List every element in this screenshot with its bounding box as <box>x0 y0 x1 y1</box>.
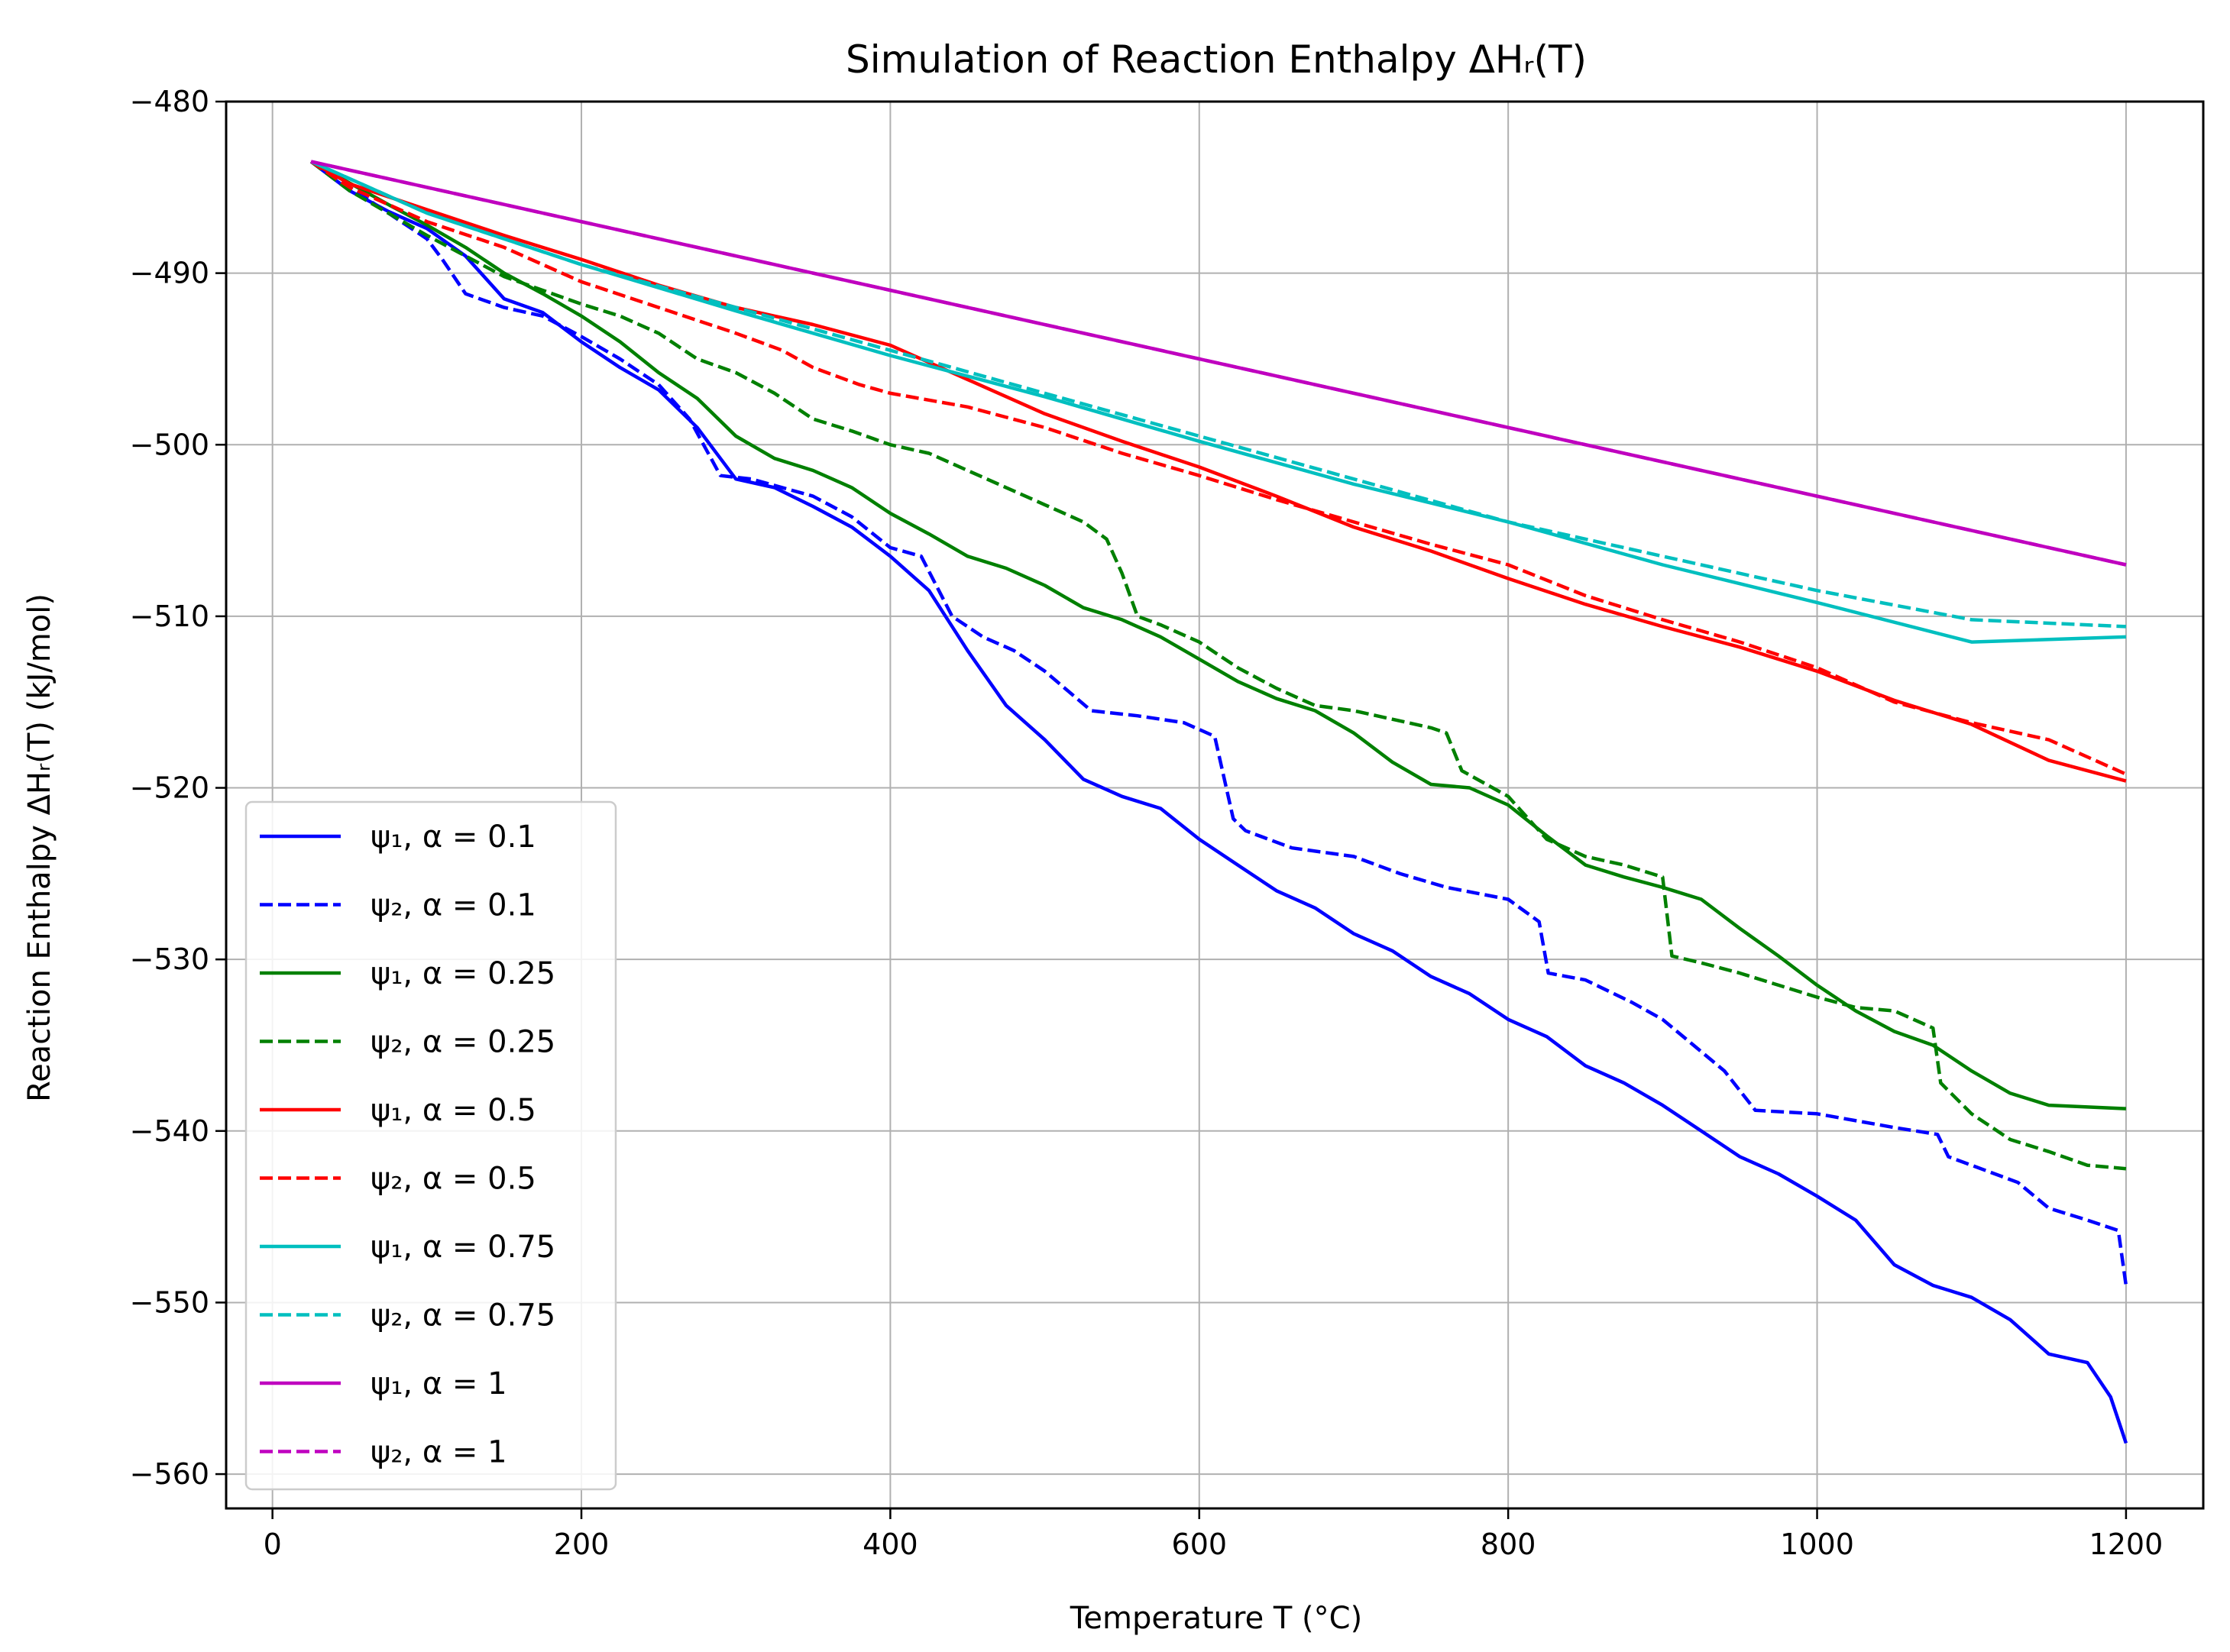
y-axis-label: Reaction Enthalpy ΔHᵣ(T) (kJ/mol) <box>22 593 57 1102</box>
series-lines <box>309 160 2128 1444</box>
legend-entry: ψ₁, α = 1 <box>371 1366 507 1401</box>
y-tick-label: −500 <box>130 428 209 461</box>
series-line-7 <box>310 160 2126 629</box>
y-tick-label: −530 <box>130 942 209 976</box>
series-line-4 <box>310 160 2127 783</box>
y-axis-ticks: −480 −490 −500 −510 −520 −530 −540 −550 −560 <box>130 85 226 1491</box>
series-line-6 <box>310 160 2126 644</box>
series-line-0 <box>309 160 2128 1444</box>
legend-entry: ψ₁, α = 0.5 <box>371 1093 536 1128</box>
series-line-3 <box>309 160 2127 1171</box>
plot-frame <box>225 100 2205 1510</box>
x-tick-label: 600 <box>1172 1528 1228 1561</box>
legend-entry: ψ₁, α = 0.25 <box>371 956 555 991</box>
x-tick-label: 400 <box>863 1528 918 1561</box>
x-axis-ticks: 0 200 400 600 800 1000 1200 <box>264 1508 2164 1561</box>
series-line-1 <box>309 160 2128 1286</box>
x-tick-label: 0 <box>264 1528 282 1561</box>
legend-entry: ψ₂, α = 1 <box>371 1435 507 1470</box>
y-tick-label: −550 <box>130 1285 209 1319</box>
x-axis-label: Temperature T (°C) <box>1070 1601 1362 1636</box>
legend-entry: ψ₂, α = 0.5 <box>371 1162 536 1197</box>
series-line-5 <box>309 160 2127 776</box>
x-tick-label: 800 <box>1481 1528 1536 1561</box>
y-tick-label: −520 <box>130 771 209 805</box>
legend: ψ₁, α = 0.1 ψ₂, α = 0.1 ψ₁, α = 0.25 ψ₂, α … <box>244 800 617 1491</box>
y-tick-label: −490 <box>130 257 209 290</box>
legend-entry: ψ₁, α = 0.75 <box>371 1230 555 1265</box>
y-tick-label: −560 <box>130 1457 209 1491</box>
x-tick-label: 1000 <box>1780 1528 1854 1561</box>
legend-entry: ψ₂, α = 0.1 <box>371 888 536 923</box>
chart-title: Simulation of Reaction Enthalpy ΔHᵣ(T) <box>846 37 1587 82</box>
y-tick-label: −480 <box>130 85 209 118</box>
y-tick-label: −510 <box>130 600 209 633</box>
series-line-9 <box>310 160 2127 567</box>
legend-entry: ψ₁, α = 0.1 <box>371 820 536 855</box>
y-tick-label: −540 <box>130 1114 209 1148</box>
x-tick-label: 200 <box>554 1528 610 1561</box>
legend-entry: ψ₂, α = 0.75 <box>371 1298 555 1334</box>
series-line-2 <box>310 160 2126 1110</box>
legend-entry: ψ₂, α = 0.25 <box>371 1025 555 1060</box>
x-tick-label: 1200 <box>2089 1528 2164 1561</box>
